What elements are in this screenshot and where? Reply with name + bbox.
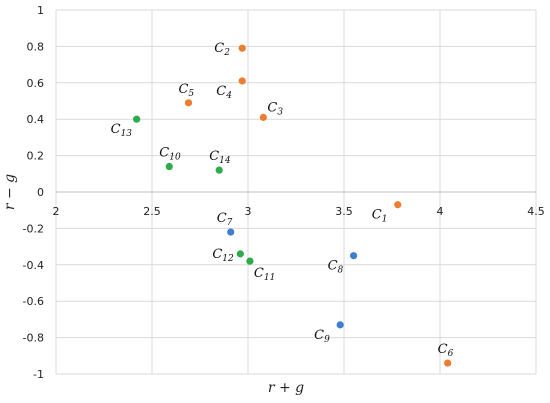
point-label-c6: C6: [438, 342, 454, 359]
point-c7: [227, 228, 235, 236]
y-tick-label: 0.4: [27, 113, 45, 126]
x-tick-label: 3.5: [335, 205, 353, 218]
x-tick-label: 4.5: [527, 205, 545, 218]
y-tick-label: -0.6: [23, 295, 44, 308]
y-tick-label: 0.8: [27, 40, 45, 53]
x-tick-label: 2.5: [143, 205, 161, 218]
point-label-c11: C11: [254, 266, 275, 283]
x-axis-title: r + g: [268, 380, 304, 396]
point-label-c7: C7: [217, 211, 233, 228]
point-label-c2: C2: [214, 41, 230, 58]
point-c12: [236, 250, 244, 258]
point-label-c8: C8: [328, 259, 344, 276]
point-label-c14: C14: [209, 149, 231, 166]
y-tick-label: 1: [37, 4, 44, 17]
point-c8: [350, 252, 358, 260]
point-label-c4: C4: [216, 84, 232, 101]
data-points: [133, 44, 452, 367]
y-tick-label: 0.6: [27, 77, 45, 90]
point-c2: [238, 44, 246, 52]
y-tick-label: -1: [33, 368, 44, 381]
point-label-c1: C1: [372, 208, 388, 225]
point-c14: [215, 166, 223, 174]
y-tick-label: -0.4: [23, 259, 44, 272]
point-c13: [133, 115, 141, 123]
point-c9: [336, 321, 344, 329]
point-labels: C1 C2 C3 C4 C5 C6 C7 C8 C9 C10 C11 C12 C13 C14: [111, 41, 454, 359]
y-tick-label: -0.8: [23, 332, 44, 345]
horizontal-gridlines: [56, 9, 536, 375]
point-c3: [259, 113, 267, 121]
point-c4: [238, 77, 246, 85]
x-tick-label: 4: [437, 205, 444, 218]
point-label-c5: C5: [178, 82, 194, 99]
point-label-c12: C12: [212, 247, 234, 264]
y-tick-label: 0.2: [27, 150, 45, 163]
point-c11: [246, 257, 254, 265]
x-tick-label: 2: [53, 205, 60, 218]
x-tick-labels: 2 2.5 3 3.5 4 4.5: [53, 205, 545, 218]
point-c5: [184, 99, 193, 107]
point-label-c10: C10: [159, 146, 181, 163]
point-label-c13: C13: [111, 122, 133, 139]
point-label-c3: C3: [267, 100, 283, 117]
point-c10: [165, 162, 173, 171]
point-label-c9: C9: [314, 328, 330, 345]
y-tick-label: 0: [37, 186, 44, 199]
x-tick-label: 3: [245, 205, 252, 218]
y-tick-label: -0.2: [23, 222, 44, 235]
y-axis-title: r − g: [2, 174, 18, 210]
y-tick-labels: 1 0.8 0.6 0.4 0.2 0 -0.2 -0.4 -0.6 -0.8 -1: [23, 4, 44, 381]
point-c6: [444, 359, 452, 367]
point-c1: [394, 201, 402, 209]
